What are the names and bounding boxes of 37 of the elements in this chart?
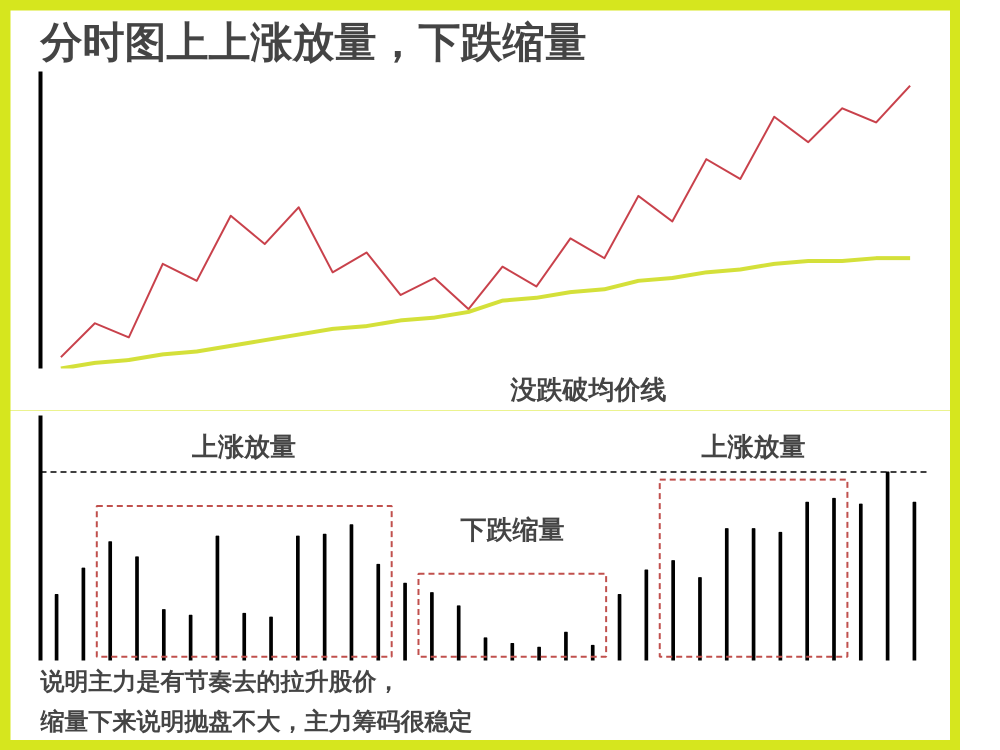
bar xyxy=(162,609,166,660)
annotation: 下跌缩量 xyxy=(459,516,564,546)
bar xyxy=(108,541,112,660)
text: 没跌破均价线 xyxy=(510,376,666,406)
bar xyxy=(644,570,648,660)
bar xyxy=(912,502,916,660)
text: 缩量下来说明抛盘不大，主力筹码很稳定 xyxy=(40,708,472,736)
bar xyxy=(216,536,220,660)
text: 上涨放量 xyxy=(700,432,806,463)
bar xyxy=(778,532,782,660)
bar xyxy=(135,556,139,660)
bar xyxy=(671,560,675,660)
bar xyxy=(350,524,354,660)
text: 上涨放量 xyxy=(191,432,296,463)
bar xyxy=(724,528,729,660)
bar xyxy=(698,577,702,660)
bar xyxy=(618,594,622,660)
text: 说明主力是有节奏去的拉升股价， xyxy=(40,668,400,696)
bar xyxy=(296,536,300,660)
bar xyxy=(832,498,836,660)
bar xyxy=(752,528,756,660)
bar xyxy=(403,582,407,660)
chart-title: 分时图上上涨放量，下跌缩量 xyxy=(40,18,586,66)
bar xyxy=(805,502,810,660)
bar xyxy=(188,614,192,660)
bar xyxy=(564,632,568,660)
bar xyxy=(858,504,863,660)
bar xyxy=(484,637,488,660)
bar xyxy=(269,616,273,660)
bar xyxy=(430,592,434,660)
bar xyxy=(54,594,58,660)
bar xyxy=(537,646,541,660)
bar xyxy=(82,568,86,660)
bar xyxy=(322,534,326,660)
bar xyxy=(376,564,380,660)
bar xyxy=(242,612,246,660)
bar xyxy=(456,605,461,660)
